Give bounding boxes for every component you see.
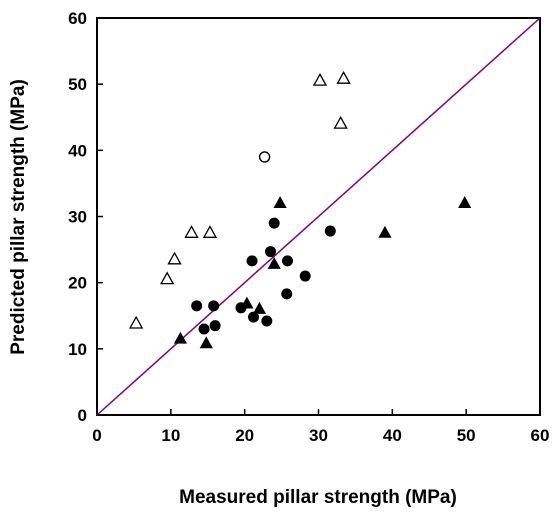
data-point-filled-circle xyxy=(209,320,221,332)
data-point-filled-circle xyxy=(299,270,311,282)
x-tick-label: 60 xyxy=(531,426,550,445)
data-point-filled-circle xyxy=(248,311,260,323)
data-point-filled-triangle xyxy=(458,196,472,208)
data-point-filled-triangle xyxy=(240,296,254,309)
y-tick-label: 50 xyxy=(68,75,87,94)
y-tick-label: 40 xyxy=(68,141,87,160)
data-point-filled-circle xyxy=(191,300,203,312)
data-point-open-circle xyxy=(258,151,271,163)
data-point-filled-circle xyxy=(208,300,220,312)
data-point-filled-triangle xyxy=(252,301,267,314)
data-point-filled-circle xyxy=(261,315,273,327)
data-point-filled-circle xyxy=(198,323,210,335)
data-point-open-triangle xyxy=(312,72,328,86)
data-point-filled-triangle xyxy=(378,225,392,238)
data-point-filled-circle xyxy=(281,288,293,300)
data-point-open-triangle xyxy=(159,271,175,285)
data-point-filled-triangle xyxy=(273,196,287,208)
data-point-open-triangle xyxy=(167,251,182,265)
plot-area: 0 10 20 30 40 50 60 0 10 20 30 40 50 60 xyxy=(68,9,549,445)
data-point-open-triangle xyxy=(202,225,218,238)
x-tick-label: 50 xyxy=(457,426,476,445)
reference-line xyxy=(96,17,541,416)
data-point-open-triangle xyxy=(184,225,199,238)
x-tick-label: 30 xyxy=(309,426,328,445)
data-point-filled-triangle xyxy=(199,336,213,349)
y-tick-label: 0 xyxy=(78,406,87,425)
y-tick-label: 60 xyxy=(68,9,87,28)
x-tick-label: 20 xyxy=(235,426,254,445)
x-axis-title: Measured pillar strength (MPa) xyxy=(179,487,457,508)
data-point-open-triangle xyxy=(333,115,348,129)
data-point-open-triangle xyxy=(336,70,351,84)
x-tick-label: 10 xyxy=(161,426,180,445)
data-point-filled-circle xyxy=(246,255,258,267)
y-axis-title: Predicted pillar strength (MPa) xyxy=(8,79,29,355)
data-point-filled-circle xyxy=(265,246,277,258)
data-point-filled-circle xyxy=(324,225,336,237)
data-point-filled-circle xyxy=(268,217,280,229)
y-tick-label: 30 xyxy=(68,208,87,227)
data-point-open-triangle xyxy=(128,315,144,329)
y-tick-label: 20 xyxy=(68,274,87,293)
y-tick-label: 10 xyxy=(68,340,87,359)
data-point-filled-circle xyxy=(281,255,293,267)
x-tick-label: 40 xyxy=(383,426,402,445)
data-point-filled-triangle xyxy=(267,256,281,269)
data-point-filled-triangle xyxy=(173,331,188,344)
x-tick-label: 0 xyxy=(92,426,101,445)
